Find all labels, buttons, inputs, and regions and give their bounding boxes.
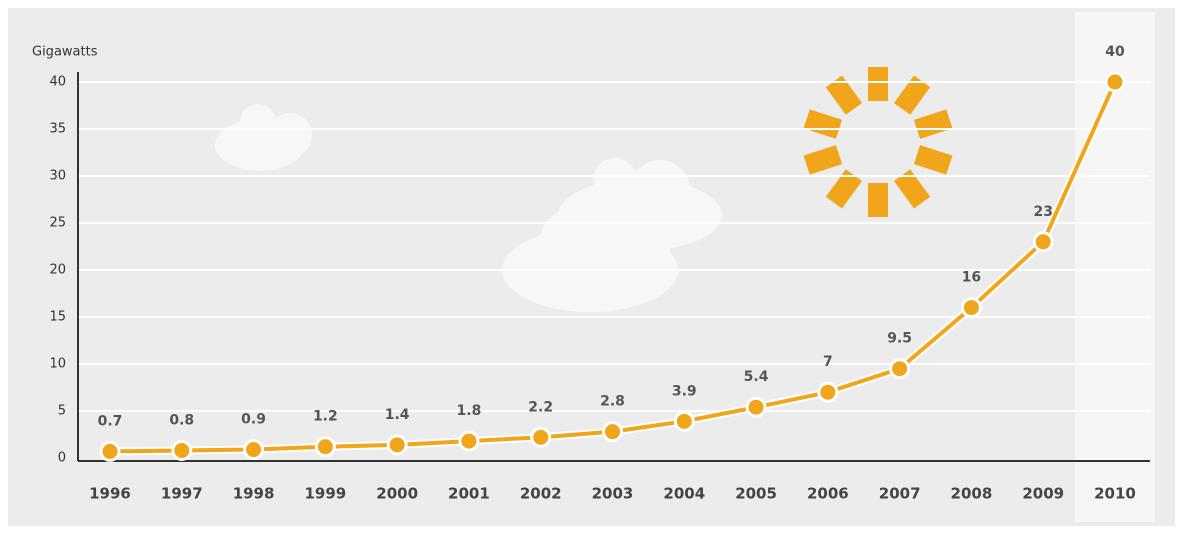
value-label: 16 <box>962 270 981 286</box>
point <box>99 440 121 462</box>
point <box>171 439 193 461</box>
point <box>314 436 336 458</box>
x-tick-label: 2006 <box>807 485 849 503</box>
value-label: 2.8 <box>600 394 625 410</box>
point <box>1104 71 1126 93</box>
x-tick-label: 2001 <box>448 485 490 503</box>
value-label: 9.5 <box>887 331 912 347</box>
point <box>673 410 695 432</box>
point <box>243 439 265 461</box>
point <box>458 430 480 452</box>
value-label: 2.2 <box>528 399 553 415</box>
value-label: 1.4 <box>385 407 410 423</box>
y-tick-label: 40 <box>49 75 66 90</box>
x-tick-label: 2002 <box>520 485 562 503</box>
y-tick-label: 30 <box>49 169 66 184</box>
point <box>817 381 839 403</box>
value-label: 40 <box>1105 44 1125 60</box>
x-tick-label: 1999 <box>304 485 346 503</box>
x-tick-label: 2007 <box>879 485 921 503</box>
value-label: 0.8 <box>169 412 194 428</box>
point <box>602 421 623 443</box>
y-axis-label: Gigawatts <box>32 45 98 60</box>
y-tick-label: 5 <box>58 404 66 419</box>
y-tick-label: 15 <box>49 310 66 325</box>
y-tick-label: 25 <box>49 216 66 231</box>
x-tick-label: 1996 <box>89 485 131 503</box>
y-tick-label: 20 <box>49 263 66 278</box>
value-label: 0.7 <box>98 413 123 429</box>
y-tick-label: 10 <box>49 357 66 372</box>
value-label: 1.8 <box>457 403 482 419</box>
x-tick-label: 2003 <box>592 485 634 503</box>
point <box>1032 231 1054 253</box>
point <box>960 297 982 319</box>
sun <box>803 67 953 217</box>
point <box>745 396 767 418</box>
value-label: 5.4 <box>744 369 769 385</box>
point <box>386 434 408 456</box>
highlight-column <box>1075 12 1155 522</box>
x-tick-label: 1997 <box>161 485 203 503</box>
value-label: 7 <box>823 354 833 370</box>
x-tick-label: 2010 <box>1094 485 1136 503</box>
x-tick-label: 2004 <box>663 485 705 503</box>
x-tick-label: 1998 <box>233 485 275 503</box>
value-label: 1.2 <box>313 409 338 425</box>
x-tick-label: 2000 <box>376 485 418 503</box>
x-tick-label: 2009 <box>1022 485 1064 503</box>
x-tick-label: 2008 <box>951 485 993 503</box>
value-label: 0.9 <box>241 412 266 428</box>
value-label: 3.9 <box>672 383 697 399</box>
x-tick-label: 2005 <box>735 485 777 503</box>
point <box>889 358 911 380</box>
y-tick-label: 0 <box>58 451 66 466</box>
cloud <box>215 104 312 171</box>
y-tick-label: 35 <box>49 122 66 137</box>
value-label: 23 <box>1033 204 1052 220</box>
point <box>530 426 552 448</box>
